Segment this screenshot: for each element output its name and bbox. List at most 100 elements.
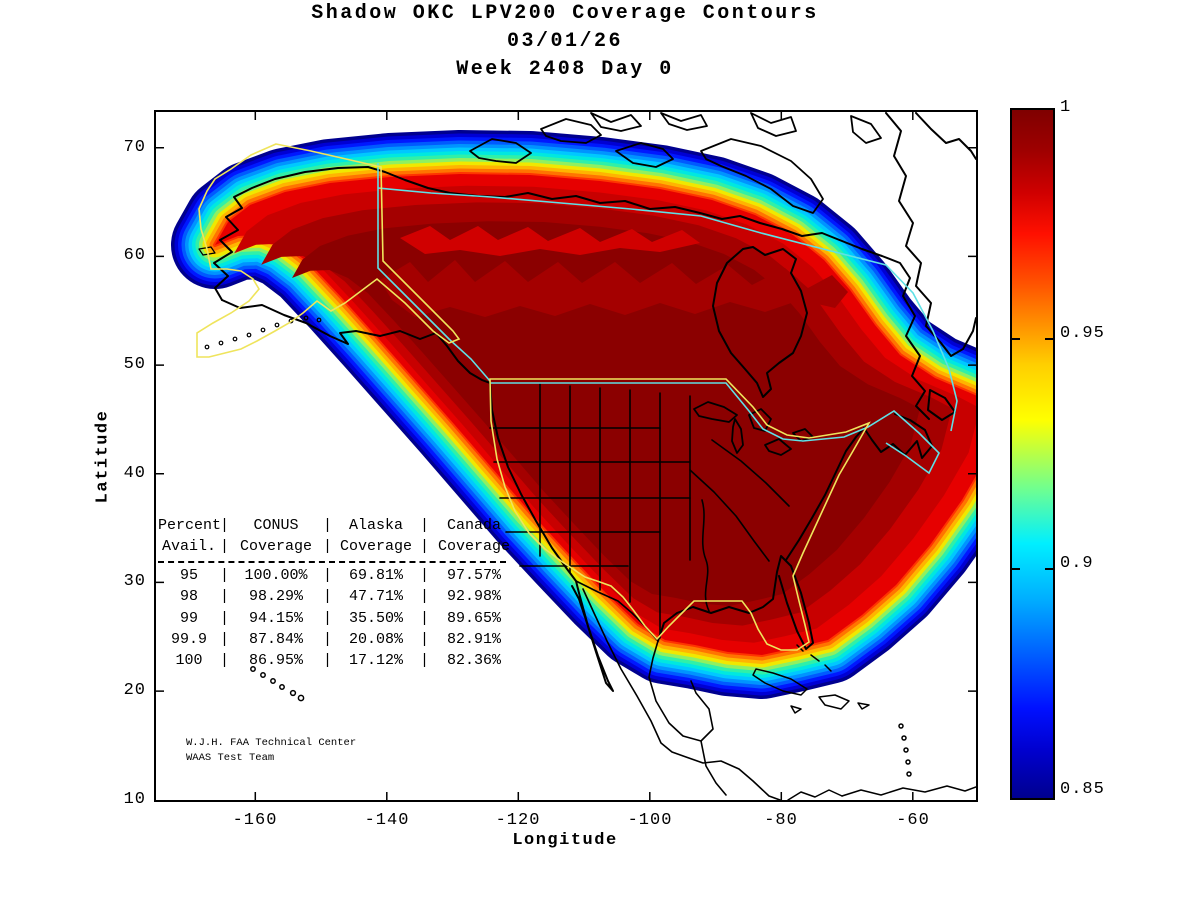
table-cell: 99 xyxy=(179,609,198,627)
table-row: 99 | 94.15% | 35.50% | 89.65% xyxy=(158,608,519,629)
contour-map-svg xyxy=(156,112,976,800)
colorbar-tick-label: 1 xyxy=(1060,98,1072,117)
y-tick-label: 20 xyxy=(123,681,146,700)
table-header-cell: Avail. xyxy=(161,538,216,556)
table-header-cell: CONUS xyxy=(253,517,299,534)
table-header-row: Percent | CONUS | Alaska | Canada xyxy=(158,515,519,536)
table-cell: 99.9 xyxy=(170,631,207,649)
table-separator: | xyxy=(420,517,430,534)
table-separator: | xyxy=(323,588,333,606)
table-cell: 98 xyxy=(179,588,198,606)
colorbar-tick xyxy=(1012,338,1020,340)
table-header-cell: Coverage xyxy=(438,538,511,556)
table-header-cell: Coverage xyxy=(240,538,313,556)
table-cell: 87.84% xyxy=(249,631,304,649)
table-separator: | xyxy=(220,652,230,670)
table-separator: | xyxy=(220,631,230,649)
table-separator: | xyxy=(420,652,430,670)
table-separator: | xyxy=(323,566,333,584)
table-header-cell: Canada xyxy=(447,517,502,534)
coverage-contour-bands xyxy=(215,174,976,655)
gulf-us-florida-coastline xyxy=(657,555,814,650)
colorbar-tick-label: 0.85 xyxy=(1060,780,1105,799)
table-separator: | xyxy=(220,538,230,556)
y-tick-label: 50 xyxy=(123,355,146,374)
table-cell: 100.00% xyxy=(244,566,308,584)
figure-date: 03/01/26 xyxy=(506,30,623,53)
table-cell: 69.81% xyxy=(349,566,404,584)
table-cell: 82.91% xyxy=(447,631,502,649)
table-separator: | xyxy=(323,538,333,556)
figure-week-day: Week 2408 Day 0 xyxy=(456,58,674,81)
table-separator: | xyxy=(323,609,333,627)
table-cell: 94.15% xyxy=(249,609,304,627)
axis-tick-marks xyxy=(156,112,976,800)
y-tick-label: 70 xyxy=(123,138,146,157)
attribution-line2: WAAS Test Team xyxy=(186,752,275,764)
table-separator: | xyxy=(220,517,230,534)
x-tick-label: -80 xyxy=(764,811,798,830)
table-cell: 35.50% xyxy=(349,609,404,627)
table-cell: 97.57% xyxy=(447,566,502,584)
y-axis-label: Latitude xyxy=(93,409,113,504)
table-separator: | xyxy=(420,588,430,606)
colorbar xyxy=(1010,108,1055,800)
x-axis-label: Longitude xyxy=(512,831,618,850)
table-cell: 82.36% xyxy=(447,652,502,670)
x-tick-label: -160 xyxy=(232,811,278,830)
conus-alaska-region-outline xyxy=(196,143,871,651)
yucatan-coastline xyxy=(700,740,727,796)
table-header-cell: Coverage xyxy=(340,538,413,556)
table-header-row: Avail. | Coverage | Coverage | Coverage xyxy=(158,536,519,557)
table-separator: | xyxy=(420,538,430,556)
arctic-islands xyxy=(469,112,882,214)
table-separator: | xyxy=(220,609,230,627)
hudson-bay xyxy=(712,246,808,398)
colorbar-tick xyxy=(1045,338,1053,340)
table-separator: | xyxy=(420,609,430,627)
table-cell: 95 xyxy=(179,566,198,584)
table-divider xyxy=(158,560,506,563)
caribbean-islands xyxy=(752,644,976,800)
attribution: W.J.H. FAA Technical Center WAAS Test Te… xyxy=(186,736,356,766)
greenland-coastline xyxy=(885,112,976,357)
greenland-north xyxy=(915,112,976,160)
table-separator: | xyxy=(220,566,230,584)
table-separator: | xyxy=(323,517,333,534)
state-borders xyxy=(489,383,790,639)
colorbar-tick-label: 0.95 xyxy=(1060,324,1105,343)
x-tick-label: -100 xyxy=(627,811,673,830)
newfoundland xyxy=(927,389,956,421)
table-cell: 86.95% xyxy=(249,652,304,670)
gulf-mexico-coastline xyxy=(575,580,714,742)
colorbar-tick xyxy=(1045,568,1053,570)
table-row: 98 | 98.29% | 47.71% | 92.98% xyxy=(158,586,519,607)
alaska-region-outline xyxy=(196,143,461,358)
aleutian-islands xyxy=(198,246,322,350)
colorbar-tick-label: 0.9 xyxy=(1060,554,1094,573)
table-cell: 20.08% xyxy=(349,631,404,649)
colorbar-tick xyxy=(1012,568,1020,570)
table-separator: | xyxy=(420,566,430,584)
table-cell: 89.65% xyxy=(447,609,502,627)
plot-area xyxy=(154,110,978,802)
table-cell: 17.12% xyxy=(349,652,404,670)
table-separator: | xyxy=(220,588,230,606)
table-row: 100 | 86.95% | 17.12% | 82.36% xyxy=(158,650,519,671)
y-tick-label: 60 xyxy=(123,246,146,265)
coverage-table: Percent | CONUS | Alaska | Canada Avail. | Cover… xyxy=(158,515,519,672)
table-separator: | xyxy=(323,631,333,649)
x-tick-label: -60 xyxy=(896,811,930,830)
figure-title: Shadow OKC LPV200 Coverage Contours xyxy=(311,2,819,25)
table-cell: 100 xyxy=(175,652,203,670)
canada-region-outline xyxy=(377,163,958,475)
y-tick-label: 10 xyxy=(123,790,146,809)
mexico-coastline xyxy=(582,588,781,800)
hawaii-islands xyxy=(250,666,305,702)
table-separator: | xyxy=(323,652,333,670)
table-separator: | xyxy=(420,631,430,649)
table-cell: 98.29% xyxy=(249,588,304,606)
y-tick-label: 40 xyxy=(123,464,146,483)
x-tick-label: -140 xyxy=(364,811,410,830)
